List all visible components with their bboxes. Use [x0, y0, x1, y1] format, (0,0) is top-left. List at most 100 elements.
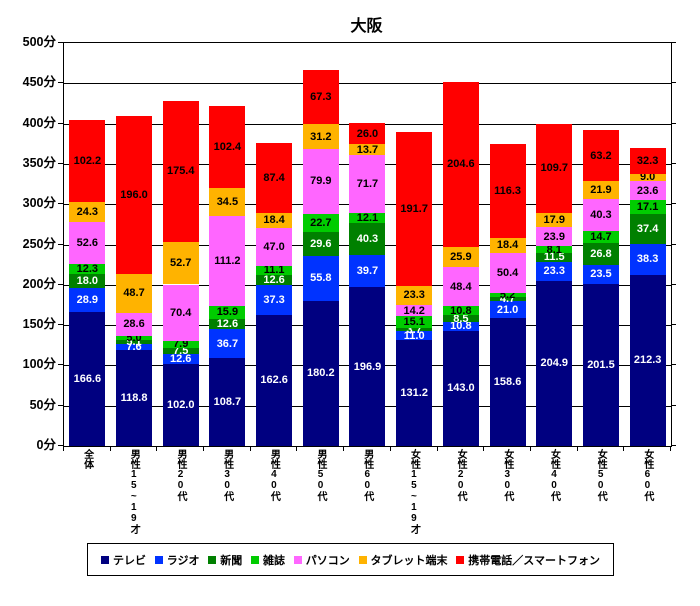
bar-segment — [536, 212, 573, 228]
y-tick — [58, 364, 63, 366]
y-axis-label: 100分 — [22, 357, 56, 372]
bar-segment — [302, 255, 339, 301]
bar-column: 201.5 23.5 26.8 14.7 40.3 21.9 63.2 — [578, 43, 625, 446]
bar-segment — [582, 198, 619, 232]
x-tick — [203, 446, 204, 451]
bar-segment — [302, 231, 339, 256]
bar-column: 212.3 38.3 37.4 17.1 23.6 9.0 32.3 — [624, 43, 671, 446]
bar-segment — [69, 288, 106, 312]
bar-segment — [162, 347, 199, 354]
bar-segment — [536, 124, 573, 213]
bar-segment — [116, 336, 153, 341]
x-axis-label: 女性60代 — [641, 449, 653, 501]
bar-segment — [489, 301, 526, 319]
x-tick — [156, 446, 157, 451]
bar-segment — [442, 81, 479, 247]
legend-label: テレビ — [113, 554, 146, 567]
x-tick — [63, 446, 64, 451]
bar-segment — [302, 213, 339, 232]
bar-segment — [489, 293, 526, 298]
bar-segment — [256, 265, 293, 275]
bar-segment — [629, 244, 666, 275]
y-axis-label: 50分 — [29, 397, 56, 412]
bar-segment — [349, 213, 386, 223]
bar-segment — [536, 252, 573, 263]
bar-segment — [116, 273, 153, 313]
y-tick — [58, 122, 63, 124]
y-tick — [58, 162, 63, 164]
x-tick — [110, 446, 111, 451]
x-axis-label: 女性20代 — [455, 449, 467, 501]
bar-segment — [69, 311, 106, 446]
bar-segment — [536, 262, 573, 281]
x-tick — [296, 446, 297, 451]
bar-segment — [489, 144, 526, 238]
bar-segment — [162, 363, 199, 446]
bar-segment — [442, 330, 479, 446]
x-axis-label: 女性15~19才 — [408, 449, 420, 534]
bar-segment — [396, 340, 433, 446]
bar-segment — [396, 304, 433, 317]
bar-segment — [582, 231, 619, 244]
gridline — [64, 83, 671, 85]
y-axis-label: 300分 — [22, 196, 56, 211]
bar-segment — [302, 69, 339, 125]
y-axis-label: 450分 — [22, 75, 56, 90]
y-tick — [58, 82, 63, 84]
bar-segment — [349, 155, 386, 214]
legend-swatch — [101, 555, 109, 564]
legend-item: 新聞 — [208, 552, 242, 568]
legend-label: ラジオ — [166, 554, 200, 567]
bar-segment — [582, 283, 619, 446]
bar-segment — [69, 221, 106, 265]
bar-segment — [349, 255, 386, 288]
plot-area: 166.6 28.9 18.0 12.3 52.6 24.3 102.2 118.8 7.6 5.… — [63, 42, 672, 447]
bar-column: 118.8 7.6 5.1 5.0 28.6 48.7 196.0 — [111, 43, 158, 446]
x-axis-label: 男性50代 — [315, 449, 327, 501]
legend-item: タブレット端末 — [358, 552, 448, 568]
bar-segment — [349, 123, 386, 145]
y-tick — [58, 404, 63, 406]
bar-segment — [256, 284, 293, 315]
y-axis-label: 150分 — [22, 317, 56, 332]
x-tick — [530, 446, 531, 451]
chart-title: 大阪 — [350, 18, 383, 35]
x-axis-label: 女性40代 — [548, 449, 560, 501]
y-axis-label: 500分 — [22, 35, 56, 49]
bar-segment — [349, 287, 386, 446]
bar-segment — [629, 274, 666, 446]
legend-label: タブレット端末 — [370, 554, 448, 567]
bar-segment — [629, 181, 666, 201]
bar-segment — [582, 264, 619, 284]
x-tick — [390, 446, 391, 451]
bar-segment — [442, 315, 479, 323]
bar-segment — [116, 344, 153, 351]
y-tick — [58, 42, 63, 43]
x-tick — [483, 446, 484, 451]
legend-swatch — [208, 555, 217, 564]
bar-segment — [396, 331, 433, 341]
y-tick — [58, 324, 63, 326]
bar-segment — [442, 246, 479, 268]
bar-column: 180.2 55.8 29.6 22.7 79.9 31.2 67.3 — [297, 43, 344, 446]
y-tick — [58, 243, 63, 245]
bar-segment — [256, 142, 293, 214]
bar-column: 108.7 36.7 12.6 15.9 111.2 34.5 102.4 — [204, 43, 251, 446]
legend-item: 雑誌 — [251, 552, 285, 568]
x-tick — [577, 446, 578, 451]
y-tick — [671, 162, 676, 164]
bar-segment — [489, 318, 526, 446]
legend-swatch — [456, 555, 465, 564]
bar-segment — [349, 144, 386, 156]
x-axis-label: 男性20代 — [174, 449, 186, 501]
bar-segment — [629, 213, 666, 245]
y-axis-label: 250分 — [22, 236, 56, 251]
bar-segment — [69, 264, 106, 274]
y-axis-label: 200分 — [22, 276, 56, 291]
x-axis-label: 男性60代 — [361, 449, 373, 501]
bar-segment — [209, 105, 246, 189]
bar-segment — [69, 202, 106, 222]
legend-item: 携帯電話／スマートフォン — [456, 552, 600, 568]
bar-segment — [209, 188, 246, 217]
bar-segment — [442, 267, 479, 307]
